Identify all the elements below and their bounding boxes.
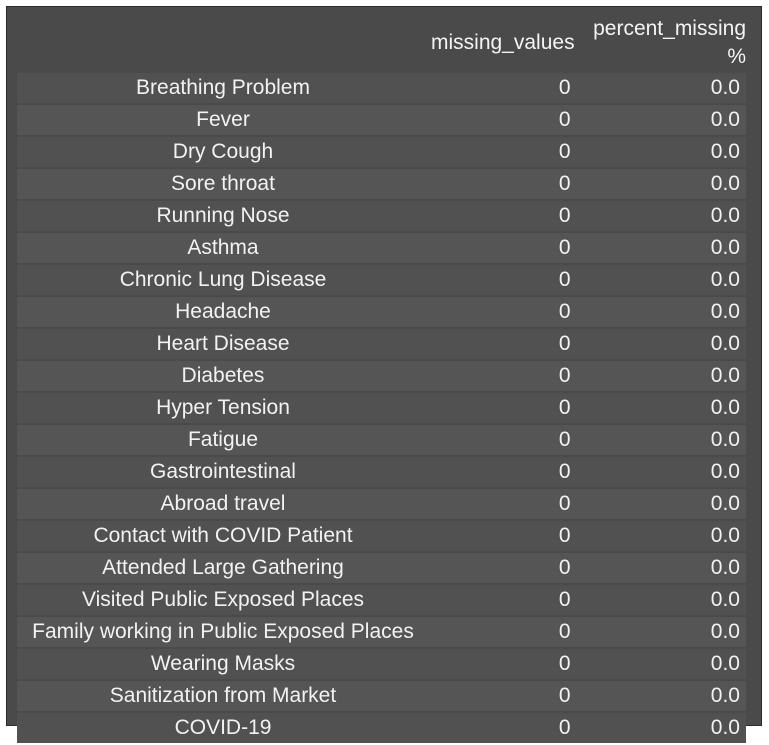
missing-values-cell: 0 <box>431 489 579 519</box>
percent-missing-cell: 0.0 <box>578 233 746 263</box>
row-label: Dry Cough <box>17 137 431 167</box>
percent-missing-cell: 0.0 <box>578 521 746 551</box>
table-body: Breathing Problem 0 0.0 Fever 0 0.0 Dry Cough 0… <box>17 73 746 743</box>
missing-values-cell: 0 <box>431 297 579 327</box>
row-label: Hyper Tension <box>17 393 431 423</box>
column-header-percent-missing: percent_missing % <box>593 17 746 68</box>
table-row: Running Nose 0 0.0 <box>17 201 746 231</box>
missing-values-cell: 0 <box>431 265 579 295</box>
index-header <box>17 15 431 71</box>
percent-missing-cell: 0.0 <box>578 553 746 583</box>
missing-values-cell: 0 <box>431 585 579 615</box>
missing-values-cell: 0 <box>431 617 579 647</box>
table-row: Diabetes 0 0.0 <box>17 361 746 391</box>
row-label: Sanitization from Market <box>17 681 431 711</box>
missing-values-cell: 0 <box>431 73 579 103</box>
table-row: Heart Disease 0 0.0 <box>17 329 746 359</box>
table-row: Family working in Public Exposed Places 0… <box>17 617 746 647</box>
percent-missing-cell: 0.0 <box>578 361 746 391</box>
row-label: Breathing Problem <box>17 73 431 103</box>
row-label: Fatigue <box>17 425 431 455</box>
table-row: Attended Large Gathering 0 0.0 <box>17 553 746 583</box>
missing-values-cell: 0 <box>431 169 579 199</box>
missing-values-cell: 0 <box>431 457 579 487</box>
dataframe-output-panel: missing_values percent_missing % Breathi… <box>6 6 762 743</box>
percent-missing-cell: 0.0 <box>578 329 746 359</box>
row-label: COVID-19 <box>17 713 431 743</box>
missing-values-cell: 0 <box>431 681 579 711</box>
missing-values-cell: 0 <box>431 553 579 583</box>
row-label: Chronic Lung Disease <box>17 265 431 295</box>
missing-values-cell: 0 <box>431 233 579 263</box>
missing-values-cell: 0 <box>431 361 579 391</box>
table-row: Chronic Lung Disease 0 0.0 <box>17 265 746 295</box>
missing-values-cell: 0 <box>431 393 579 423</box>
percent-missing-cell: 0.0 <box>578 649 746 679</box>
row-label: Heart Disease <box>17 329 431 359</box>
missing-values-cell: 0 <box>431 521 579 551</box>
table-row: Contact with COVID Patient 0 0.0 <box>17 521 746 551</box>
percent-missing-cell: 0.0 <box>578 585 746 615</box>
percent-missing-cell: 0.0 <box>578 457 746 487</box>
percent-missing-cell: 0.0 <box>578 681 746 711</box>
percent-missing-cell: 0.0 <box>578 425 746 455</box>
row-label: Attended Large Gathering <box>17 553 431 583</box>
table-row: Hyper Tension 0 0.0 <box>17 393 746 423</box>
row-label: Diabetes <box>17 361 431 391</box>
missing-values-cell: 0 <box>431 105 579 135</box>
table-row: Dry Cough 0 0.0 <box>17 137 746 167</box>
table-row: Gastrointestinal 0 0.0 <box>17 457 746 487</box>
percent-missing-cell: 0.0 <box>578 137 746 167</box>
table-row: Breathing Problem 0 0.0 <box>17 73 746 103</box>
row-label: Asthma <box>17 233 431 263</box>
row-label: Fever <box>17 105 431 135</box>
row-label: Family working in Public Exposed Places <box>17 617 431 647</box>
percent-missing-cell: 0.0 <box>578 73 746 103</box>
row-label: Running Nose <box>17 201 431 231</box>
table-row: Headache 0 0.0 <box>17 297 746 327</box>
row-label: Sore throat <box>17 169 431 199</box>
table-row: Visited Public Exposed Places 0 0.0 <box>17 585 746 615</box>
table-header-row: missing_values percent_missing % <box>17 15 746 71</box>
row-label: Wearing Masks <box>17 649 431 679</box>
missing-values-cell: 0 <box>431 201 579 231</box>
missing-values-cell: 0 <box>431 137 579 167</box>
row-label: Headache <box>17 297 431 327</box>
percent-missing-cell: 0.0 <box>578 393 746 423</box>
missing-values-cell: 0 <box>431 649 579 679</box>
missing-values-cell: 0 <box>431 425 579 455</box>
table-row: Sanitization from Market 0 0.0 <box>17 681 746 711</box>
row-label: Gastrointestinal <box>17 457 431 487</box>
table-row: COVID-19 0 0.0 <box>17 713 746 743</box>
table-row: Fever 0 0.0 <box>17 105 746 135</box>
row-label: Abroad travel <box>17 489 431 519</box>
percent-missing-cell: 0.0 <box>578 617 746 647</box>
missing-values-cell: 0 <box>431 329 579 359</box>
percent-missing-cell: 0.0 <box>578 169 746 199</box>
missing-values-table: missing_values percent_missing % Breathi… <box>17 13 746 745</box>
column-header-missing-values: missing_values <box>431 31 575 54</box>
table-row: Abroad travel 0 0.0 <box>17 489 746 519</box>
percent-missing-cell: 0.0 <box>578 105 746 135</box>
table-row: Fatigue 0 0.0 <box>17 425 746 455</box>
row-label: Contact with COVID Patient <box>17 521 431 551</box>
percent-missing-cell: 0.0 <box>578 265 746 295</box>
table-row: Asthma 0 0.0 <box>17 233 746 263</box>
percent-missing-cell: 0.0 <box>578 201 746 231</box>
table-row: Wearing Masks 0 0.0 <box>17 649 746 679</box>
table-row: Sore throat 0 0.0 <box>17 169 746 199</box>
missing-values-cell: 0 <box>431 713 579 743</box>
percent-missing-cell: 0.0 <box>578 489 746 519</box>
percent-missing-cell: 0.0 <box>578 297 746 327</box>
row-label: Visited Public Exposed Places <box>17 585 431 615</box>
percent-missing-cell: 0.0 <box>578 713 746 743</box>
